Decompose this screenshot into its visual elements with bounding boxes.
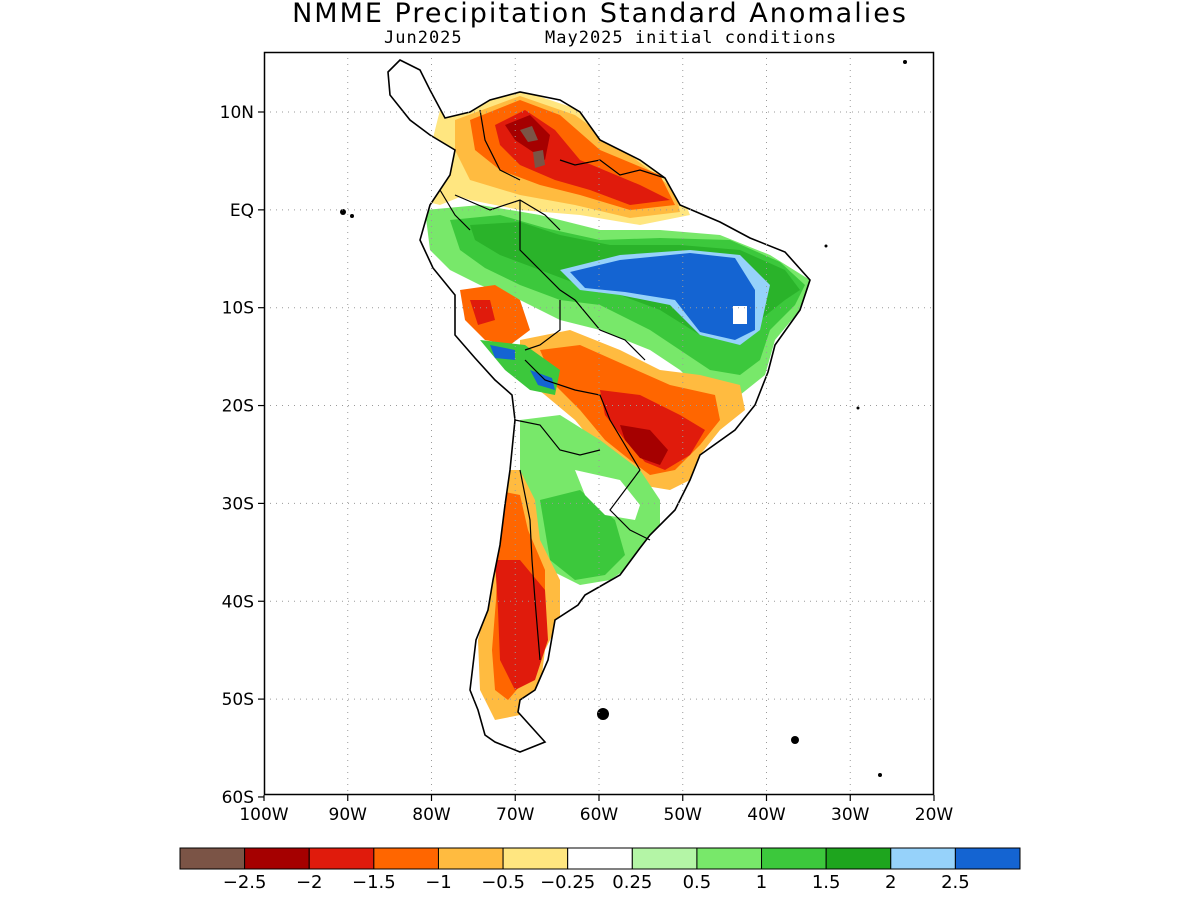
colorbar-swatch [567,847,633,870]
lat-tick-label: 60S [222,788,254,808]
lon-tick-label: 90W [329,805,368,825]
lat-tick-label: 50S [222,690,254,710]
colorbar-swatch [890,847,956,870]
colorbar-swatch [631,847,698,870]
south-america-coastline [387,59,811,753]
colorbar-label: 0.5 [683,872,712,893]
colorbar-swatch [825,847,892,870]
lat-tick-label: EQ [230,201,254,221]
lon-tick-label: 20W [915,805,954,825]
colorbar-label: −1.5 [352,872,396,893]
plot-frame [263,51,935,796]
colorbar-label: −0.25 [540,872,595,893]
islands [340,60,907,777]
longitude-axis: 100W 90W 80W 70W 60W 50W 40W 30W 20W [239,795,953,825]
colorbar-label: 0.25 [612,872,652,893]
latitude-axis: 10N EQ 10S 20S 30S 40S 50S 60S [220,103,264,808]
country-borders [439,109,666,661]
colorbar-label: −0.5 [481,872,525,893]
colorbar-labels: −2.5 −2 −1.5 −1 −0.5 −0.25 0.25 0.5 1 1.5 2 2.5 [223,872,970,893]
lon-tick-label: 30W [831,805,870,825]
colorbar-swatch [179,847,246,870]
lon-tick-label: 50W [664,805,703,825]
lon-tick-label: 70W [496,805,535,825]
colorbar-swatch [954,847,1021,870]
colorbar-label: 1 [756,872,767,893]
colorbar-swatch [373,847,439,870]
lat-tick-label: 10N [220,103,254,123]
colorbar-swatch [696,847,763,870]
forecast-month: Jun2025 [384,28,463,48]
lon-tick-label: 40W [747,805,786,825]
colorbar-label: −1 [425,872,452,893]
lat-tick-label: 40S [222,592,254,612]
colorbar-label: −2 [296,872,323,893]
colorbar-label: 2 [885,872,896,893]
map-title: NMME Precipitation Standard Anomalies [292,0,908,29]
gridlines [264,52,934,795]
lat-tick-label: 20S [222,397,254,417]
lon-tick-label: 80W [412,805,451,825]
lat-tick-label: 10S [222,299,254,319]
colorbar-label: 1.5 [812,872,841,893]
colorbar-label: 2.5 [941,872,970,893]
colorbar-swatch [308,847,375,870]
colorbar-swatch [502,847,569,870]
colorbar-swatch [244,847,310,870]
lat-tick-label: 30S [222,494,254,514]
colorbar-swatch [761,847,827,870]
lon-tick-label: 60W [580,805,619,825]
lon-tick-label: 100W [239,805,288,825]
colorbar-label: −2.5 [223,872,267,893]
colorbar [179,847,1021,870]
initial-conditions: May2025 initial conditions [545,28,838,48]
colorbar-swatch [437,847,504,870]
